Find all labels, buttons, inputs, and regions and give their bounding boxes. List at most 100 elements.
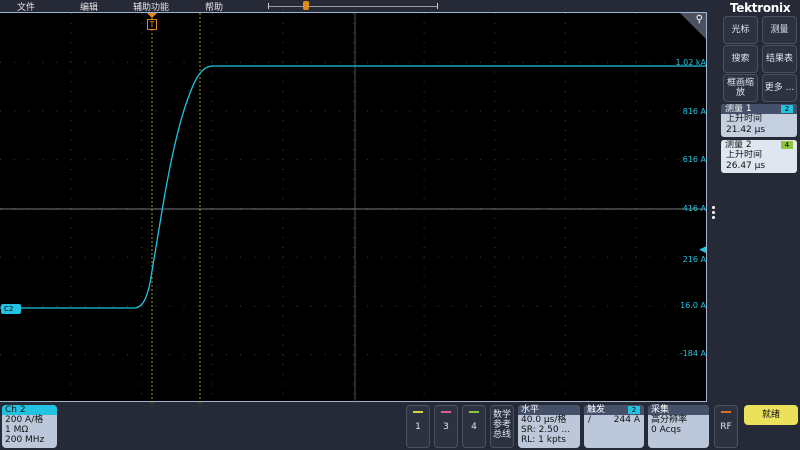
grid-dot xyxy=(593,110,595,112)
grid-dot xyxy=(127,354,129,356)
grid-dot xyxy=(621,159,623,161)
grid-dot xyxy=(282,159,284,161)
ch2-badge[interactable]: Ch 2 200 A/格 1 MΩ 200 MHz xyxy=(2,405,57,448)
grid-dot xyxy=(183,354,185,356)
acquisition-badge[interactable]: 采集 高分辨率 0 Acqs xyxy=(648,405,709,448)
grid-dot xyxy=(564,110,566,112)
trigger-badge[interactable]: 触发 2 ∕ 244 A xyxy=(584,405,644,448)
grid-dot xyxy=(635,120,637,122)
source-badge: 2 xyxy=(781,105,793,113)
grid-dot xyxy=(367,159,369,161)
grid-dot xyxy=(155,305,157,307)
grid-dot xyxy=(254,354,256,356)
ch4-button[interactable]: 4 xyxy=(462,405,486,448)
more-button[interactable]: 更多 ... xyxy=(762,74,797,102)
grid-dot xyxy=(211,139,213,141)
measure-button[interactable]: 测量 xyxy=(762,16,797,44)
grid-dot xyxy=(141,286,143,287)
grid-dot xyxy=(635,71,637,73)
horizontal-scale: 40.0 μs/格 xyxy=(521,415,567,425)
grid-dot xyxy=(169,110,171,112)
trigger-position-marker[interactable] xyxy=(303,1,309,10)
measurement-2-badge[interactable]: 测量 2 4 上升时间 26.47 μs xyxy=(721,140,797,173)
grid-dot xyxy=(211,276,213,278)
grid-dot xyxy=(621,256,623,258)
grid-dot xyxy=(141,22,143,24)
waveform-display[interactable]: T C2 ⚲ ◀ xyxy=(0,12,707,403)
grid-dot xyxy=(635,91,637,92)
grid-dot xyxy=(423,227,425,229)
grid-dot xyxy=(141,198,143,200)
grid-dot xyxy=(494,198,496,200)
grid-dot xyxy=(423,139,425,141)
grid-dot xyxy=(56,159,58,161)
run-stop-status-button[interactable]: 就绪 xyxy=(744,405,798,425)
menu-edit[interactable]: 编辑 xyxy=(80,3,99,13)
grid-dot xyxy=(70,91,72,92)
rf-button[interactable]: RF xyxy=(714,405,738,448)
menu-help[interactable]: 帮助 xyxy=(205,3,224,13)
grid-dot xyxy=(282,149,284,151)
measurement-1-badge[interactable]: 测量 1 2 上升时间 21.42 μs xyxy=(721,104,797,137)
grid-dot xyxy=(56,305,58,307)
record-length: RL: 1 kpts xyxy=(521,435,566,445)
bus-label: 总线 xyxy=(492,430,511,440)
grid-dot xyxy=(225,110,227,112)
grid-dot xyxy=(310,159,312,161)
grid-dot xyxy=(141,276,143,278)
record-view-slider[interactable] xyxy=(268,1,438,10)
results-table-button[interactable]: 结果表 xyxy=(762,45,797,73)
grid-dot xyxy=(70,256,72,258)
grid-dot xyxy=(141,61,143,63)
cursors-button[interactable]: 光标 xyxy=(723,16,758,44)
grid-dot xyxy=(691,110,693,112)
grid-dot xyxy=(409,61,411,63)
ch3-button[interactable]: 3 xyxy=(434,405,458,448)
grid-dot xyxy=(423,256,425,258)
grid-dot xyxy=(240,159,242,161)
zoom-corner-icon[interactable]: ⚲ xyxy=(680,13,706,39)
grid-dot xyxy=(56,61,58,63)
trigger-marker[interactable]: T xyxy=(147,13,157,30)
grid-dot xyxy=(268,354,270,356)
grid-dot xyxy=(268,256,270,258)
grid-dot xyxy=(578,354,580,356)
grid-dot xyxy=(564,286,566,287)
grid-dot xyxy=(70,276,72,278)
grid-dot xyxy=(480,61,482,63)
grid-dot xyxy=(635,169,637,170)
horizontal-badge[interactable]: 水平 40.0 μs/格 SR: 2.50 ... RL: 1 kpts xyxy=(518,405,580,448)
grid-dot xyxy=(183,61,185,63)
grid-dot xyxy=(240,61,242,63)
grid-dot xyxy=(635,149,637,151)
math-ref-bus-button[interactable]: 数学 参考 总线 xyxy=(490,405,514,448)
ch1-button[interactable]: 1 xyxy=(406,405,430,448)
grid-dot xyxy=(536,256,538,258)
grid-dot xyxy=(353,159,354,161)
menu-file[interactable]: 文件 xyxy=(17,3,36,13)
grid-dot xyxy=(621,61,623,63)
grid-dot xyxy=(635,110,637,112)
grid-dot xyxy=(494,256,496,258)
channel-impedance: 1 MΩ xyxy=(5,425,29,435)
grid-dot xyxy=(141,81,143,83)
grid-dot xyxy=(141,42,143,44)
draw-box-zoom-button[interactable]: 框画缩放 xyxy=(723,74,758,102)
grid-dot xyxy=(282,178,284,180)
more-options-icon[interactable] xyxy=(712,206,715,221)
grid-dot xyxy=(353,42,354,44)
grid-dot xyxy=(607,110,609,112)
grid-dot xyxy=(494,383,496,385)
grid-dot xyxy=(14,110,16,112)
grid-dot xyxy=(522,61,524,63)
search-button[interactable]: 搜索 xyxy=(723,45,758,73)
grid-dot xyxy=(42,354,44,356)
trigger-level-arrow[interactable]: ◀ xyxy=(699,245,706,255)
grid-dot xyxy=(353,91,354,92)
ch2-ground-marker[interactable]: C2 xyxy=(1,304,21,314)
channel-name: Ch 2 xyxy=(2,405,57,415)
menu-utility[interactable]: 辅助功能 xyxy=(133,3,170,13)
grid-dot xyxy=(324,256,326,258)
grid-dot xyxy=(564,130,566,131)
grid-dot xyxy=(564,169,566,170)
